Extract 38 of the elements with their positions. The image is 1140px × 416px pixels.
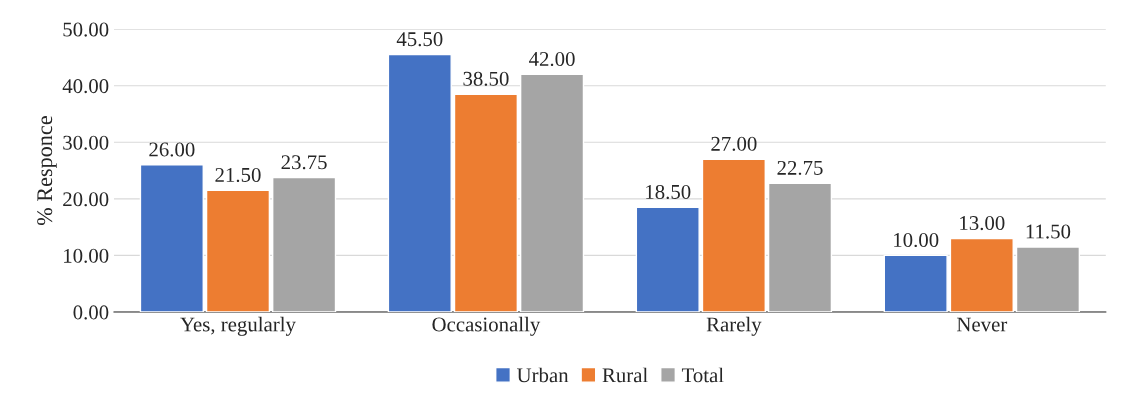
data-label: 10.00 xyxy=(894,232,939,248)
bar xyxy=(635,206,700,312)
x-tick-label: Yes, regularly xyxy=(180,316,296,336)
y-tick-label: 30.00 xyxy=(63,135,109,150)
y-tick-label: 20.00 xyxy=(63,192,109,207)
data-label: 42.00 xyxy=(529,51,575,67)
x-tick-label: Occasionally xyxy=(432,316,541,336)
data-label: 45.50 xyxy=(396,32,443,47)
data-label: 38.50 xyxy=(463,71,509,86)
data-label: 27.00 xyxy=(711,136,757,151)
bar xyxy=(949,237,1014,312)
legend-label: Total xyxy=(681,367,724,383)
bar xyxy=(701,158,766,312)
y-tick-label: 50.00 xyxy=(63,22,109,37)
data-label: 23.75 xyxy=(281,155,327,170)
legend-label: Urban xyxy=(516,367,569,383)
bar xyxy=(387,53,452,312)
bar xyxy=(883,254,948,312)
bar xyxy=(1015,246,1081,312)
data-label: 13.00 xyxy=(960,215,1005,231)
y-axis-title: % Responce xyxy=(37,116,57,226)
bar xyxy=(767,182,833,312)
legend-label: Rural xyxy=(602,367,648,383)
bar xyxy=(519,73,585,312)
data-label: 22.75 xyxy=(777,160,823,175)
x-tick-label: Rarely xyxy=(706,316,762,336)
y-tick-label: 40.00 xyxy=(62,79,109,94)
y-tick-label: 0.00 xyxy=(73,305,109,320)
data-label: 11.50 xyxy=(1026,224,1071,239)
y-tick-label: 10.00 xyxy=(64,248,109,263)
data-label: 18.50 xyxy=(646,184,691,200)
bar xyxy=(205,189,271,312)
x-tick-label: Never xyxy=(956,317,1008,332)
data-label: 26.00 xyxy=(149,142,195,157)
bar xyxy=(139,164,204,312)
bar xyxy=(271,176,337,312)
bar xyxy=(453,93,519,312)
data-label: 21.50 xyxy=(215,167,261,183)
